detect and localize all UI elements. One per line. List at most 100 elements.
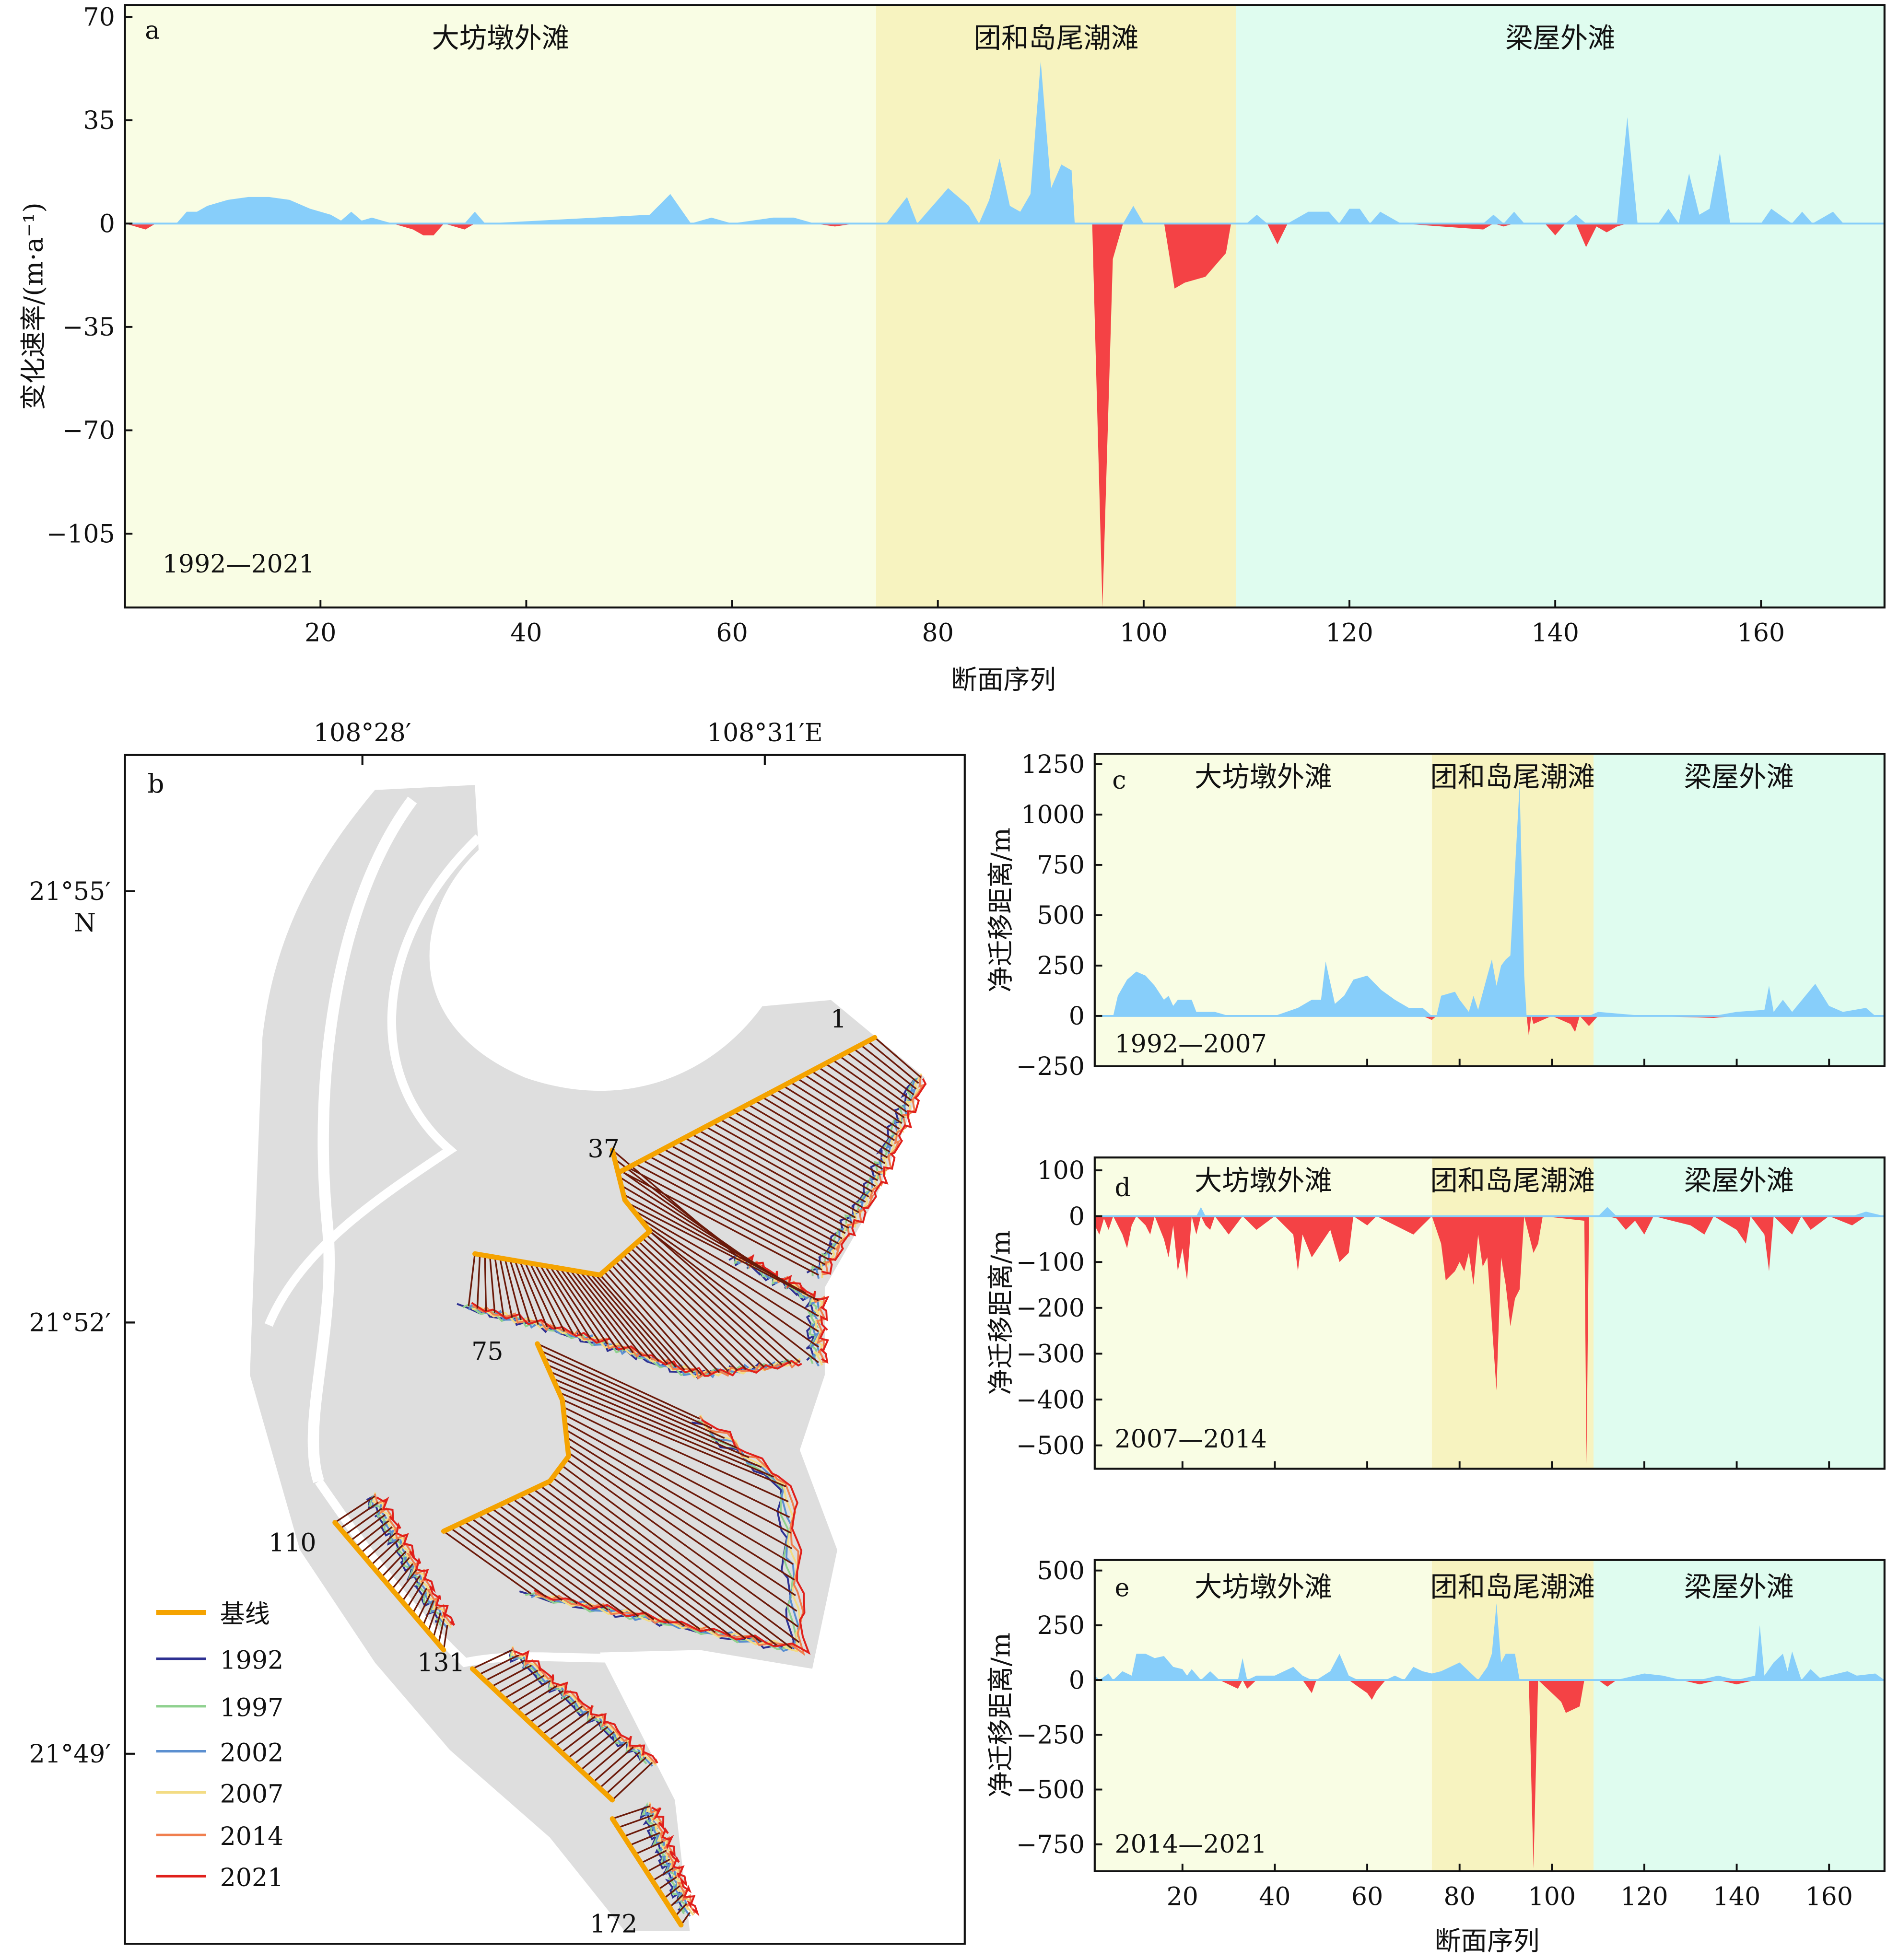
transect-line — [345, 1507, 383, 1536]
panel-e-chart: 大坊墩外滩 团和岛尾潮滩 梁屋外滩 500 250 0 −250 −500 −750 20 40 60… — [1016, 1557, 1886, 1911]
transect-line — [768, 1092, 886, 1164]
transect-line — [630, 1247, 756, 1369]
transect-line — [484, 1659, 526, 1681]
axis-frame — [1093, 1156, 1886, 1470]
shoreline-2021 — [533, 1419, 811, 1655]
transect-label-37: 37 — [588, 1135, 620, 1164]
transect-line — [386, 1557, 410, 1584]
map-frame — [124, 754, 966, 1945]
transect-line — [396, 1569, 417, 1596]
transect-line — [719, 1118, 866, 1203]
transect-line — [546, 1482, 762, 1643]
region-label: 梁屋外滩 — [1684, 1165, 1794, 1197]
transect-line — [740, 1107, 876, 1187]
transect-line — [747, 1103, 879, 1181]
transect-line — [646, 1858, 670, 1873]
transect-line — [638, 1240, 774, 1367]
transect-line — [645, 1234, 792, 1365]
transect-line — [478, 1514, 609, 1611]
transect-line — [634, 1163, 826, 1266]
y-tick-label: 0 — [1069, 1666, 1085, 1695]
y-tick-label: 70 — [83, 3, 115, 32]
axis-frame — [1093, 1559, 1886, 1872]
panel-a-chart: 大坊墩外滩 团和岛尾潮滩 梁屋外滩 70 35 0 −35 −70 −105 20 40 60 80 10… — [47, 3, 1886, 647]
transect-line — [559, 1268, 617, 1348]
transect-line — [370, 1539, 400, 1566]
transect-line — [580, 1736, 621, 1771]
transect-line — [698, 1130, 856, 1219]
y-tick-label: 750 — [1037, 851, 1084, 880]
panel-d-chart: 大坊墩外滩 团和岛尾潮滩 梁屋外滩 100 0 −100 −200 −300 −400 −500 d… — [1016, 1156, 1886, 1470]
x-tick-label: 20 — [1167, 1882, 1198, 1911]
transect-line — [457, 1524, 563, 1601]
transect-line — [818, 1066, 902, 1124]
region-band — [1094, 1157, 1432, 1469]
transect-line — [533, 1488, 731, 1636]
y-tick-label: 500 — [1037, 901, 1084, 930]
transect-label-131: 131 — [417, 1649, 465, 1678]
transect-line — [605, 1757, 647, 1795]
transects — [334, 1037, 922, 1925]
region-label: 团和岛尾潮滩 — [1430, 761, 1595, 793]
transect-line — [491, 1507, 639, 1617]
transect-line — [529, 1262, 565, 1332]
region-label: 大坊墩外滩 — [1195, 761, 1332, 793]
transect-line — [542, 1705, 583, 1735]
transect-line — [599, 1274, 685, 1371]
y-tick-label: 1000 — [1021, 801, 1085, 829]
x-tick-label: 100 — [1120, 618, 1167, 647]
transect-line — [427, 1606, 438, 1633]
period-label: 2007—2014 — [1115, 1425, 1267, 1454]
transect-line — [754, 1100, 881, 1176]
transect-line — [504, 1259, 522, 1320]
transect-line — [832, 1059, 907, 1113]
transect-line — [494, 1257, 504, 1316]
transect-label-1: 1 — [831, 1005, 846, 1034]
shoreline-2021 — [821, 1078, 927, 1275]
y-tick-label: −500 — [1016, 1776, 1085, 1805]
transect-line — [677, 1141, 846, 1234]
y-tick-label: 250 — [1037, 952, 1084, 980]
transect-line — [546, 1364, 738, 1449]
transect-line — [632, 1209, 819, 1317]
x-tick-label: 140 — [1531, 618, 1579, 647]
transect-label-110: 110 — [269, 1528, 316, 1557]
transect-line — [554, 1715, 596, 1747]
transect-line — [554, 1267, 609, 1345]
transect-line — [726, 1115, 869, 1198]
period-label: 1992—2007 — [1115, 1030, 1267, 1059]
y-tick-label: −500 — [1016, 1432, 1085, 1460]
transect-line — [564, 1421, 793, 1550]
transect-label-172: 172 — [590, 1910, 637, 1939]
transect-line — [762, 1096, 883, 1170]
transect-line — [407, 1581, 424, 1608]
transect-line — [470, 1517, 593, 1608]
transect-line — [657, 1876, 677, 1890]
transect-line — [853, 1048, 914, 1096]
region-label: 梁屋外滩 — [1684, 761, 1794, 793]
x-tick-label: 100 — [1528, 1882, 1576, 1911]
transect-line — [489, 1256, 496, 1313]
transect-line — [691, 1133, 853, 1224]
transect-line — [549, 1371, 750, 1458]
transect-line — [443, 1530, 532, 1595]
transect-line — [566, 1436, 795, 1581]
transect-line — [628, 1167, 822, 1271]
transect-line — [629, 1832, 660, 1846]
transect-line — [478, 1654, 519, 1676]
transect-line — [476, 1254, 481, 1309]
transect-line — [574, 1270, 643, 1356]
transect-line — [519, 1494, 701, 1630]
x-tick-label: 60 — [716, 618, 748, 647]
transect-line — [523, 1690, 564, 1717]
axis-frame — [1093, 753, 1886, 1067]
panel-letter: e — [1115, 1574, 1130, 1602]
y-tick-label: −250 — [1016, 1721, 1085, 1750]
baseline — [609, 1147, 653, 1234]
transect-line — [417, 1594, 431, 1620]
panel-a-xlabel: 断面序列 — [951, 665, 1056, 695]
transect-line — [860, 1044, 917, 1090]
baseline — [618, 1035, 878, 1174]
transect-line — [567, 1726, 609, 1759]
transect-line — [810, 1070, 900, 1130]
